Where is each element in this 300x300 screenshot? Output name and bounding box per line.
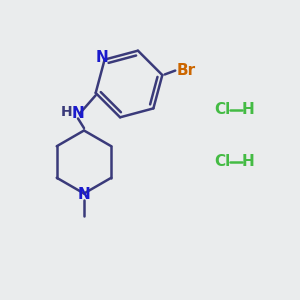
Text: N: N <box>72 106 84 122</box>
Text: H: H <box>242 154 255 169</box>
Text: N: N <box>96 50 109 65</box>
Text: N: N <box>78 187 90 202</box>
Text: H: H <box>242 102 255 117</box>
Text: Br: Br <box>177 63 196 78</box>
Text: Cl: Cl <box>214 154 230 169</box>
Text: H: H <box>61 106 73 119</box>
Text: Cl: Cl <box>214 102 230 117</box>
